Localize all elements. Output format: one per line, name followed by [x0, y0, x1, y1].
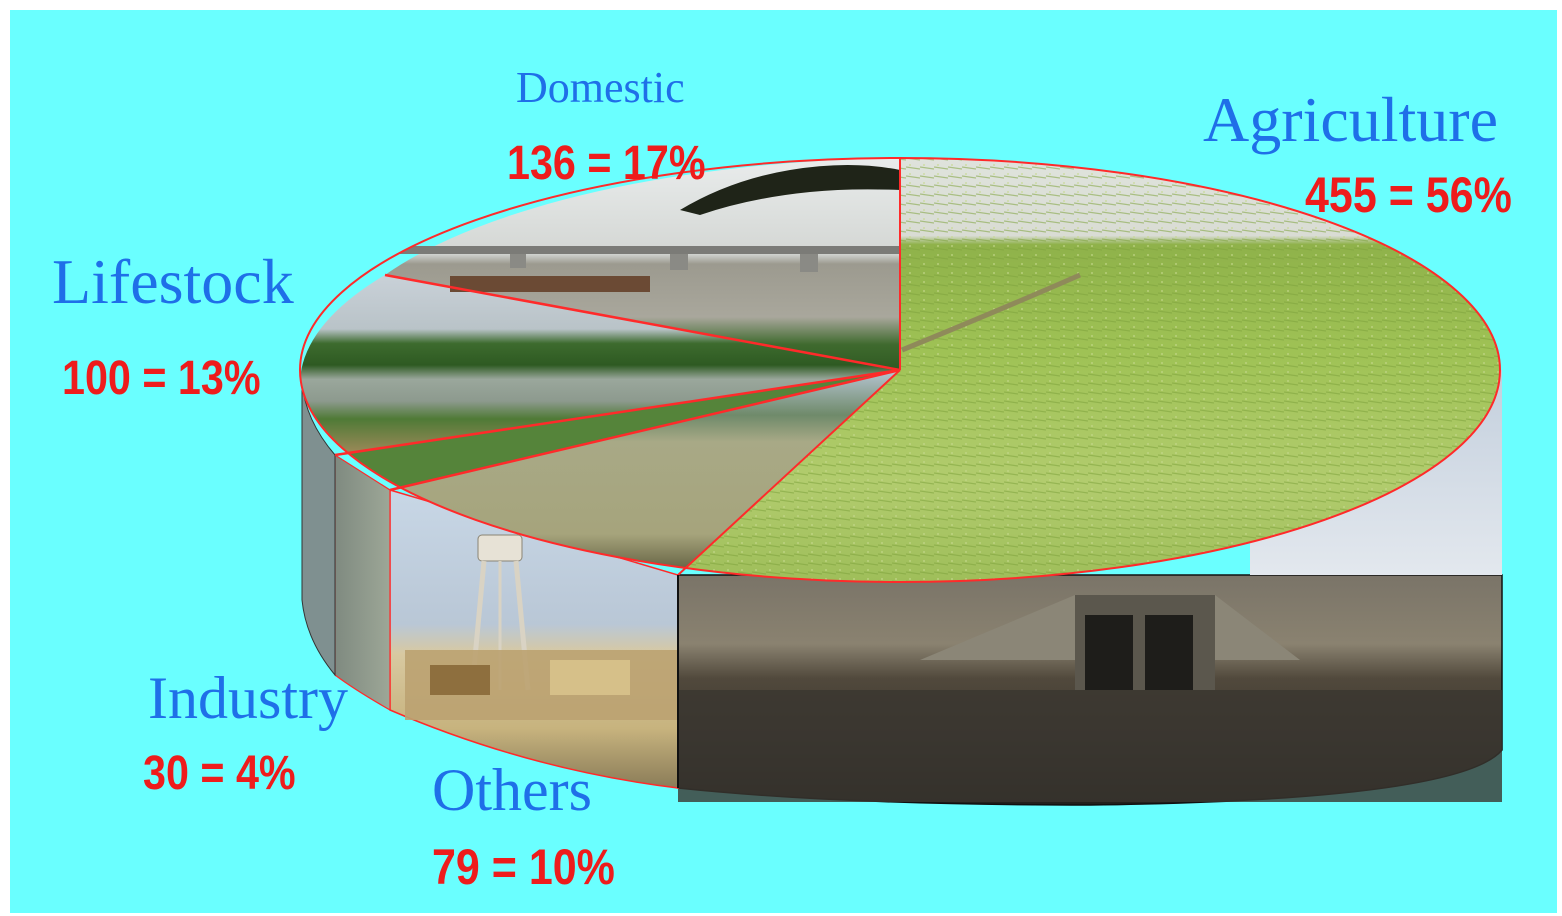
label-agriculture: Agriculture	[1203, 84, 1498, 155]
value-lifestock: 100 = 13%	[62, 352, 261, 405]
label-lifestock: Lifestock	[52, 246, 294, 317]
divider-lifestock-industry	[334, 368, 901, 457]
label-domestic: Domestic	[516, 63, 685, 112]
sluice-arch-2	[1145, 615, 1193, 690]
value-industry: 30 = 4%	[143, 747, 296, 800]
river-water	[678, 690, 1502, 802]
sluice-arch-1	[1085, 615, 1133, 690]
divider-domestic-lifestock	[384, 273, 901, 372]
sluice-embankment	[920, 595, 1075, 660]
slice-top-others	[390, 370, 900, 575]
slice-top-industry	[335, 370, 900, 490]
value-domestic: 136 = 17%	[507, 137, 706, 190]
slice-top-lifestock	[300, 275, 900, 455]
bridge-deck	[400, 246, 900, 254]
field-bund	[901, 272, 1082, 353]
slice-side-left	[301, 381, 336, 677]
slice-side-grey	[334, 453, 391, 712]
boat	[450, 276, 650, 292]
divider-industry-others	[389, 368, 901, 492]
divider-others-agri	[677, 369, 901, 576]
sluice-embankment-right	[1215, 595, 1300, 660]
chart-area: Domestic 136 = 17% Agriculture 455 = 56%…	[10, 10, 1557, 913]
value-agriculture: 455 = 56%	[1305, 167, 1512, 223]
slice-top-domestic	[385, 158, 900, 370]
water-tower-tank	[477, 534, 523, 562]
tree-branches	[680, 165, 900, 215]
value-others: 79 = 10%	[432, 839, 615, 895]
label-others: Others	[432, 757, 592, 823]
label-industry: Industry	[148, 665, 348, 731]
pie-chart-3d	[299, 157, 1503, 806]
